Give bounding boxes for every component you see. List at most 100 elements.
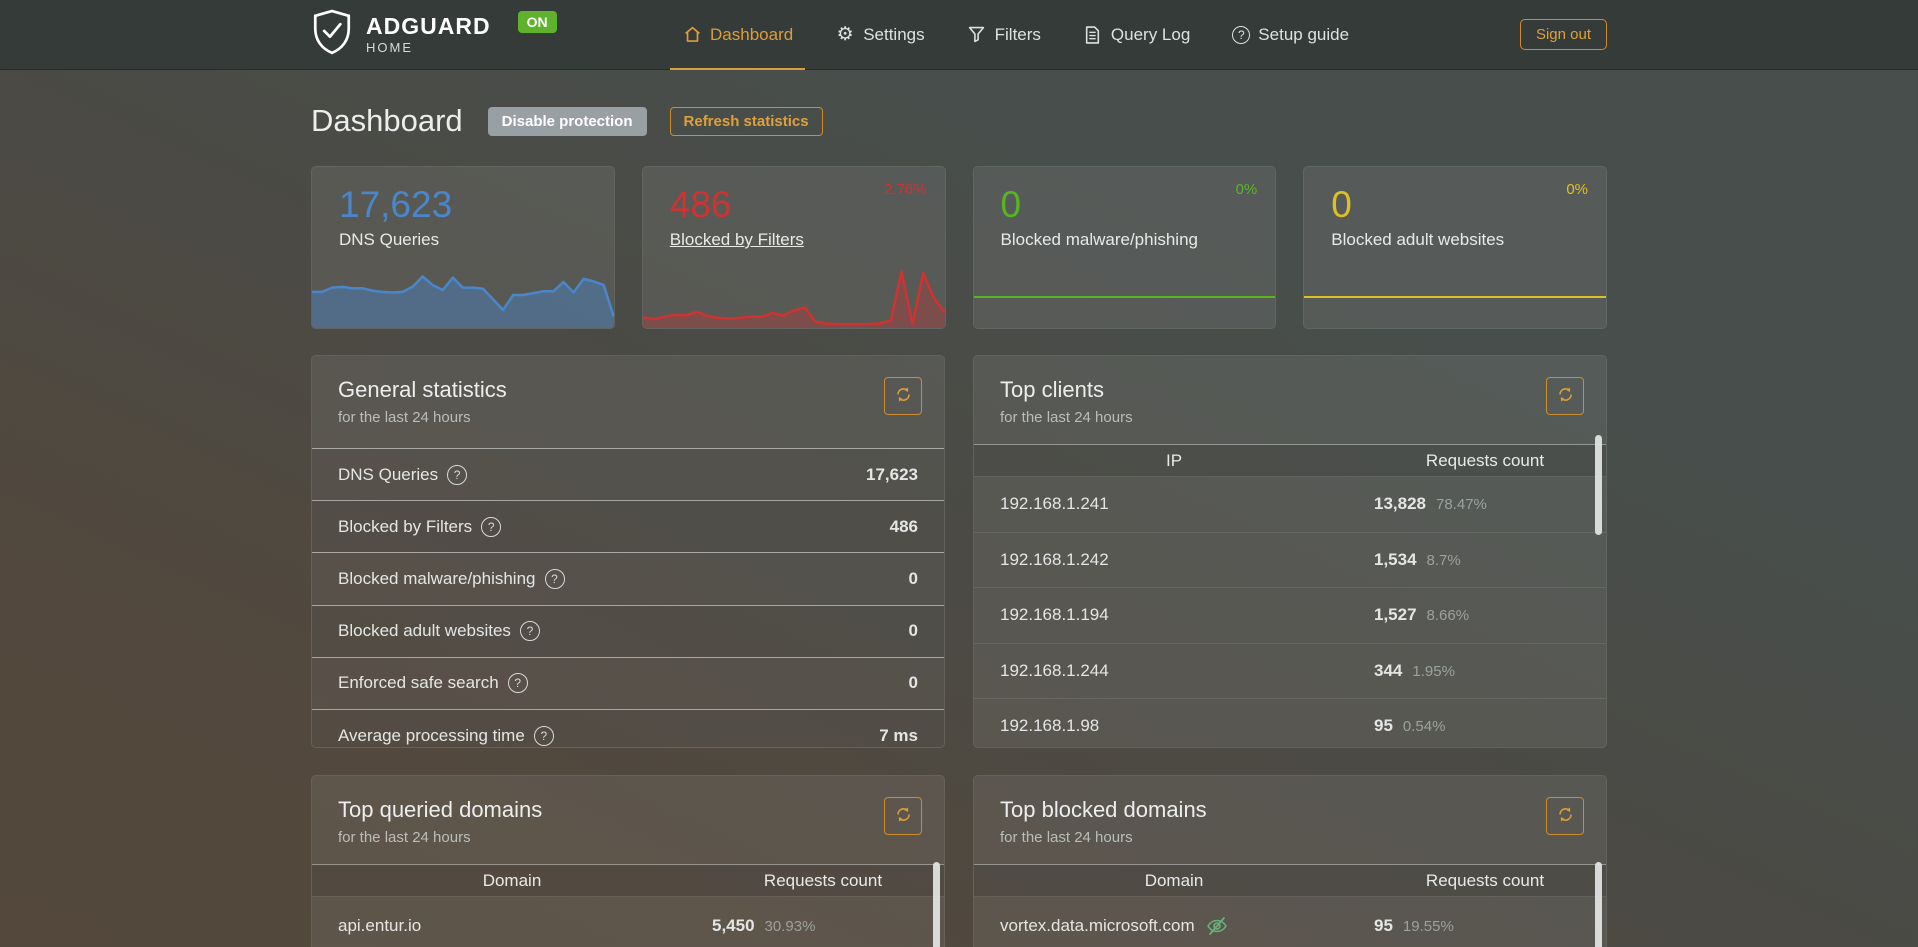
table-header: Domain Requests count xyxy=(312,864,944,897)
blocked-filters-sparkline xyxy=(642,261,945,328)
panel-title: General statistics xyxy=(338,377,507,402)
column-header-requests: Requests count xyxy=(1425,870,1545,890)
stats-row-blocked-malware: Blocked malware/phishing? 0 xyxy=(312,552,944,605)
dns-queries-sparkline xyxy=(312,261,614,328)
help-icon[interactable]: ? xyxy=(533,725,554,746)
refresh-button[interactable] xyxy=(1546,377,1584,415)
row-value: 0 xyxy=(908,568,918,588)
general-statistics-rows: DNS Queries? 17,623 Blocked by Filters? … xyxy=(312,448,944,747)
client-row: 192.168.1.98 95 0.54% xyxy=(974,699,1606,747)
panel-subtitle: for the last 24 hours xyxy=(338,829,471,846)
stat-percent: 0% xyxy=(1235,181,1258,198)
request-percent: 1.95% xyxy=(1412,662,1455,680)
request-count: 1,534 xyxy=(1374,549,1417,569)
row-label: Enforced safe search xyxy=(338,673,499,693)
refresh-button[interactable] xyxy=(884,797,922,835)
help-icon[interactable]: ? xyxy=(507,673,528,694)
stats-row-dns-queries: DNS Queries? 17,623 xyxy=(312,448,944,501)
row-value: 17,623 xyxy=(866,464,918,484)
column-header-requests: Requests count xyxy=(1425,450,1545,470)
request-percent: 0.54% xyxy=(1402,718,1446,736)
row-label: Blocked malware/phishing xyxy=(338,568,536,588)
nav-item-setup-guide[interactable]: ? Setup guide xyxy=(1232,0,1349,70)
stat-cards-row: 17,623 DNS Queries 2.76% 486 Blocked by … xyxy=(311,166,1607,329)
stat-label: Blocked adult websites xyxy=(1331,230,1505,249)
dashboard-page: Dashboard Disable protection Refresh sta… xyxy=(311,70,1607,947)
nav-label: Dashboard xyxy=(710,24,794,44)
help-icon[interactable]: ? xyxy=(544,568,565,589)
help-icon[interactable]: ? xyxy=(481,516,502,537)
nav-item-dashboard[interactable]: Dashboard xyxy=(670,0,806,70)
row-value: 486 xyxy=(889,516,918,536)
nav-item-filters[interactable]: Filters xyxy=(967,0,1041,70)
shield-check-icon xyxy=(311,9,353,60)
client-ip[interactable]: 192.168.1.242 xyxy=(1000,549,1109,569)
request-count: 1,527 xyxy=(1374,605,1417,625)
request-percent: 78.47% xyxy=(1436,496,1487,514)
client-ip[interactable]: 192.168.1.244 xyxy=(1000,660,1109,680)
sign-out-button[interactable]: Sign out xyxy=(1519,19,1607,50)
top-queried-domains-panel: Top queried domains for the last 24 hour… xyxy=(311,775,945,947)
brand-logo[interactable]: ADGUARD HOME ON xyxy=(311,9,557,60)
client-row: 192.168.1.241 13,828 78.47% xyxy=(974,477,1606,533)
domain-name[interactable]: vortex.data.microsoft.com xyxy=(1000,916,1195,935)
refresh-statistics-button[interactable]: Refresh statistics xyxy=(669,106,823,136)
panel-subtitle: for the last 24 hours xyxy=(1000,409,1133,426)
top-clients-panel: Top clients for the last 24 hours IP xyxy=(973,355,1607,748)
refresh-button[interactable] xyxy=(884,377,922,415)
row-label: Blocked by Filters xyxy=(338,516,473,536)
row-label: Average processing time xyxy=(338,725,525,745)
request-count: 95 xyxy=(1374,716,1393,736)
help-icon[interactable]: ? xyxy=(519,621,540,642)
top-blocked-domains-panel: Top blocked domains for the last 24 hour… xyxy=(973,775,1607,947)
disable-protection-button[interactable]: Disable protection xyxy=(487,106,647,136)
refresh-icon xyxy=(1556,805,1575,827)
client-ip[interactable]: 192.168.1.194 xyxy=(1000,605,1109,625)
brand-sub: HOME xyxy=(366,40,413,55)
stat-label: Blocked malware/phishing xyxy=(1000,230,1199,249)
question-circle-icon: ? xyxy=(1232,25,1251,44)
request-percent: 8.7% xyxy=(1426,551,1461,569)
client-ip[interactable]: 192.168.1.98 xyxy=(1000,716,1100,736)
stat-percent: 0% xyxy=(1566,181,1588,198)
home-icon xyxy=(682,25,702,45)
scrollbar-thumb[interactable] xyxy=(933,862,940,947)
request-count: 344 xyxy=(1374,660,1403,680)
help-icon[interactable]: ? xyxy=(447,464,468,485)
client-ip[interactable]: 192.168.1.241 xyxy=(1000,494,1109,514)
domain-row: api.entur.io 5,450 30.93% xyxy=(312,897,944,947)
request-count: 5,450 xyxy=(712,916,755,935)
panel-subtitle: for the last 24 hours xyxy=(338,409,471,426)
row-value: 0 xyxy=(908,673,918,693)
refresh-button[interactable] xyxy=(1546,797,1584,835)
stat-label: DNS Queries xyxy=(339,230,440,249)
row-label: Blocked adult websites xyxy=(338,621,511,641)
panel-title: Top blocked domains xyxy=(1000,797,1207,822)
status-badge: ON xyxy=(517,11,557,33)
stats-row-safe-search: Enforced safe search? 0 xyxy=(312,656,944,709)
stat-value: 17,623 xyxy=(339,184,453,225)
column-header-ip: IP xyxy=(1165,450,1183,470)
flat-zero-line xyxy=(973,296,1276,298)
domain-name[interactable]: api.entur.io xyxy=(338,916,422,935)
blocked-by-filters-link[interactable]: Blocked by Filters xyxy=(669,230,804,249)
nav-label: Settings xyxy=(863,24,925,44)
brand-name: ADGUARD xyxy=(366,13,491,39)
scrollbar-thumb[interactable] xyxy=(1595,862,1602,947)
funnel-icon xyxy=(967,25,987,45)
row-value: 7 ms xyxy=(879,725,918,745)
nav-label: Setup guide xyxy=(1258,24,1350,44)
eye-off-icon[interactable] xyxy=(1205,915,1229,937)
scrollbar-thumb[interactable] xyxy=(1595,435,1602,535)
stat-card-dns-queries: 17,623 DNS Queries xyxy=(311,166,615,329)
general-statistics-panel: General statistics for the last 24 hours xyxy=(311,355,945,748)
nav-item-query-log[interactable]: Query Log xyxy=(1083,0,1190,70)
request-percent: 19.55% xyxy=(1402,918,1454,935)
panel-title: Top clients xyxy=(1000,377,1104,402)
panel-title: Top queried domains xyxy=(338,797,543,822)
client-row: 192.168.1.242 1,534 8.7% xyxy=(974,533,1606,588)
nav-item-settings[interactable]: ⚙ Settings xyxy=(835,0,925,70)
column-header-domain: Domain xyxy=(1144,870,1204,890)
active-underline xyxy=(670,67,806,70)
request-percent: 30.93% xyxy=(764,918,816,935)
